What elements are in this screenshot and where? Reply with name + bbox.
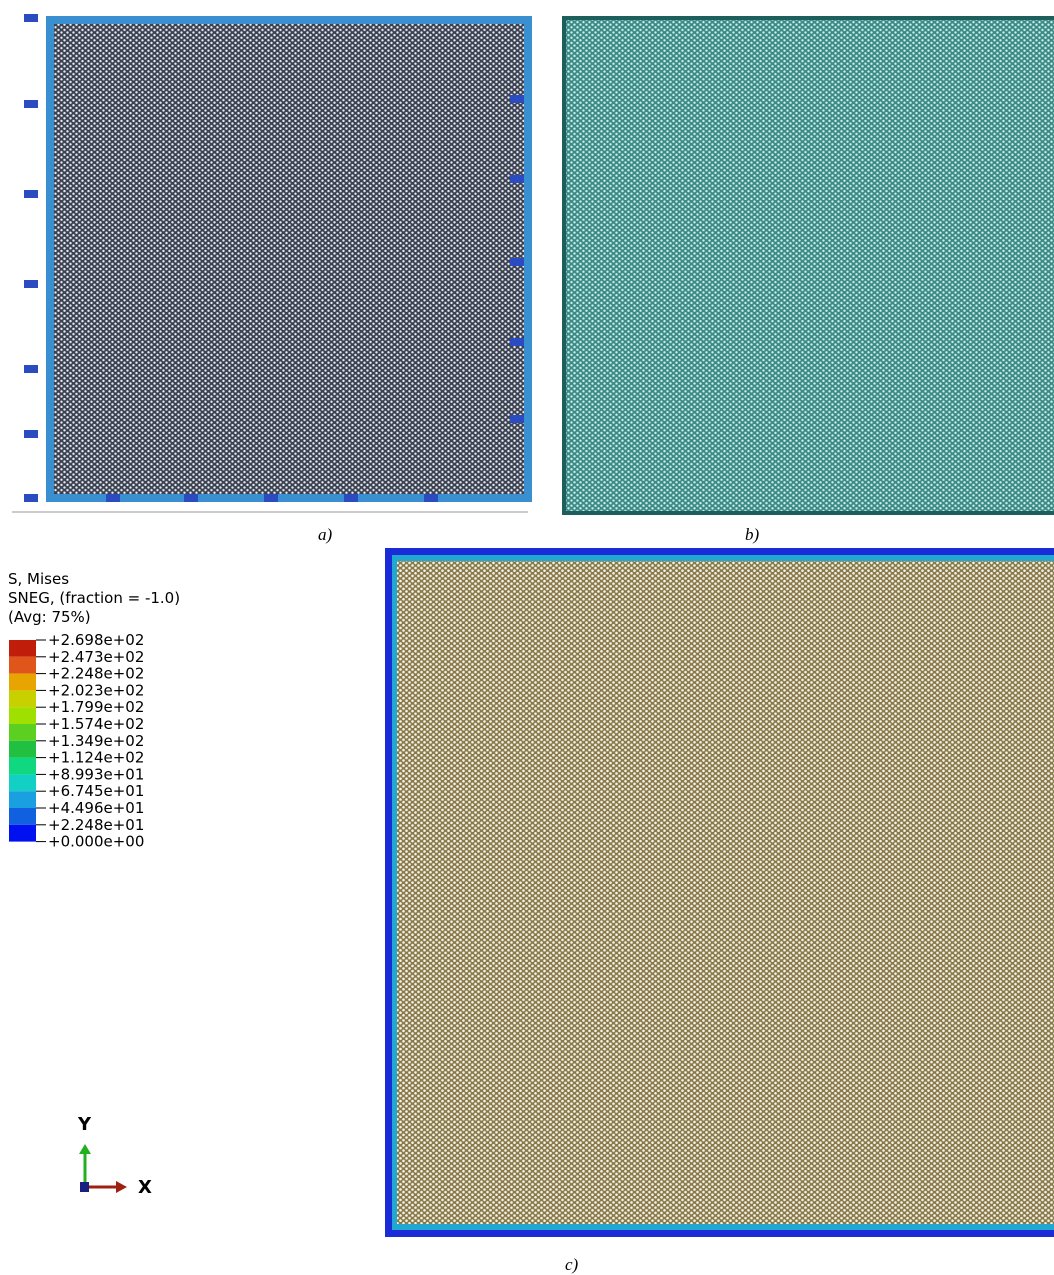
legend-title: S, Mises bbox=[8, 570, 69, 588]
triad-y-label: Y bbox=[77, 1114, 92, 1135]
legend-swatch bbox=[9, 674, 36, 691]
legend-swatch bbox=[9, 640, 36, 657]
triad-x-label: X bbox=[138, 1177, 152, 1198]
legend-swatch bbox=[9, 791, 36, 808]
legend-value: +6.745e+01 bbox=[48, 782, 144, 800]
legend-title: SNEG, (fraction = -1.0) bbox=[8, 589, 180, 607]
legend-swatch bbox=[9, 690, 36, 707]
panel-a-mesh bbox=[54, 24, 524, 494]
legend-swatch bbox=[9, 808, 36, 825]
triad-x-arrow bbox=[116, 1181, 127, 1193]
panel-label: a) bbox=[318, 525, 333, 544]
panel-label: b) bbox=[745, 525, 760, 544]
legend-value: +2.698e+02 bbox=[48, 631, 144, 649]
legend-swatch bbox=[9, 774, 36, 791]
legend-value: +2.473e+02 bbox=[48, 648, 144, 666]
legend-value: +0.000e+00 bbox=[48, 833, 144, 851]
legend-swatch bbox=[9, 657, 36, 674]
panel-c-mesh bbox=[397, 561, 1054, 1224]
triad-z bbox=[80, 1182, 89, 1192]
legend-value: +1.574e+02 bbox=[48, 715, 144, 733]
legend-value: +4.496e+01 bbox=[48, 799, 144, 817]
legend-value: +8.993e+01 bbox=[48, 765, 144, 783]
legend-swatch bbox=[9, 724, 36, 741]
legend-swatch bbox=[9, 741, 36, 758]
legend-value: +1.124e+02 bbox=[48, 749, 144, 767]
legend-value: +2.023e+02 bbox=[48, 681, 144, 699]
legend-value: +2.248e+02 bbox=[48, 665, 144, 683]
panel-label: c) bbox=[565, 1255, 579, 1274]
legend-swatch bbox=[9, 707, 36, 724]
page: Y X a) b) c) S, MisesSNEG, (fraction = -… bbox=[0, 0, 1054, 1275]
legend-title: (Avg: 75%) bbox=[8, 608, 91, 626]
legend-value: +2.248e+01 bbox=[48, 816, 144, 834]
legend-swatch bbox=[9, 825, 36, 842]
triad-y-arrow bbox=[79, 1144, 91, 1154]
legend-value: +1.349e+02 bbox=[48, 732, 144, 750]
legend-swatch bbox=[9, 758, 36, 775]
panel-b-mesh bbox=[566, 20, 1054, 511]
figure: Y X a) b) c) S, MisesSNEG, (fraction = -… bbox=[0, 0, 1054, 1275]
legend-value: +1.799e+02 bbox=[48, 698, 144, 716]
